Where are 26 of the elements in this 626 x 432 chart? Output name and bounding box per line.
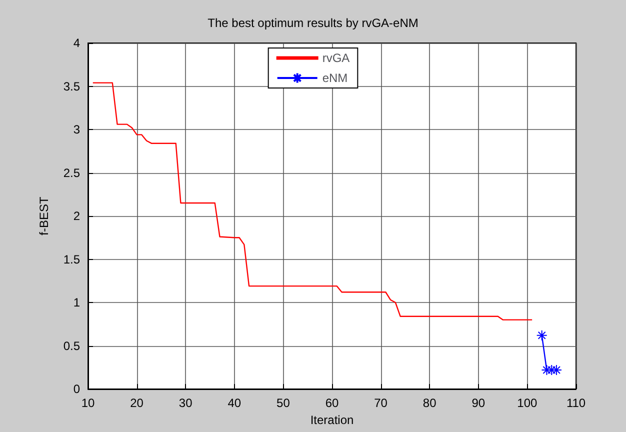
y-tick-label: 3 [73, 122, 80, 136]
x-tick-label: 60 [325, 396, 339, 410]
y-tick-label: 4 [73, 36, 80, 50]
legend-label: rvGA [322, 51, 350, 65]
x-tick-label: 10 [81, 396, 95, 410]
y-tick-label: 1.5 [63, 252, 80, 266]
y-tick-label: 2 [73, 209, 80, 223]
x-tick-label: 100 [517, 396, 538, 410]
y-tick-label: 3.5 [63, 79, 80, 94]
x-tick-label: 80 [422, 396, 437, 410]
y-tick-label: 1 [73, 296, 80, 310]
x-tick-label: 40 [228, 396, 242, 410]
legend-label: eNM [322, 71, 348, 85]
line-series [92, 82, 533, 320]
x-axis-title: Iteration [310, 412, 354, 427]
x-tick-label: 50 [276, 396, 290, 410]
y-axis-title: f-BEST [37, 196, 51, 236]
x-tick-label: 30 [178, 396, 193, 410]
y-tick-label: 0 [73, 382, 80, 396]
x-tick-label: 90 [472, 396, 486, 410]
x-tick-label: 70 [374, 396, 388, 410]
x-tick-label: 110 [566, 396, 586, 410]
chart-title: The best optimum results by rvGA-eNM [208, 16, 418, 30]
x-tick-label: 20 [130, 396, 144, 410]
y-tick-label: 2.5 [63, 166, 80, 180]
y-tick-label: 0.5 [63, 338, 80, 353]
